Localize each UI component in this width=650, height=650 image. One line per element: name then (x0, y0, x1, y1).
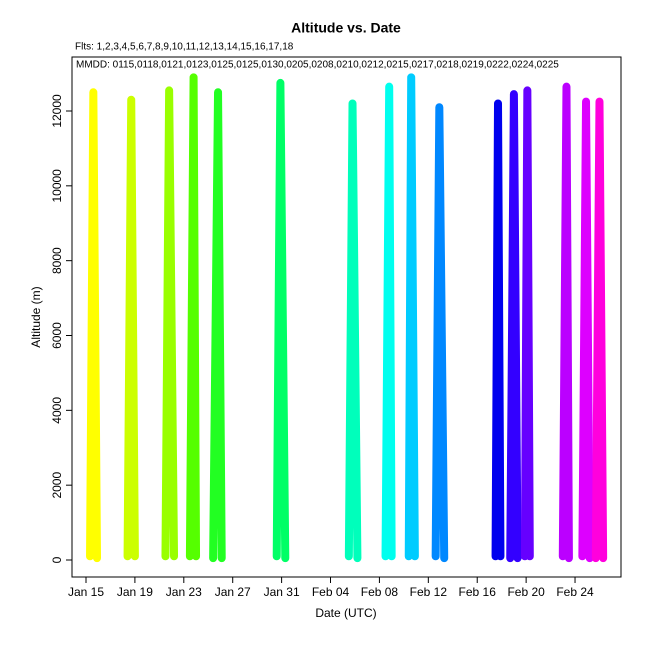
x-axis-label: Date (UTC) (315, 606, 376, 620)
x-tick-label: Feb 24 (556, 585, 594, 599)
x-tick-label: Jan 15 (68, 585, 104, 599)
flight-track (491, 99, 505, 561)
y-tick-label: 8000 (50, 247, 64, 274)
x-tick-label: Jan 23 (166, 585, 202, 599)
x-tick-label: Jan 27 (215, 585, 251, 599)
x-tick-label: Feb 12 (410, 585, 448, 599)
flights-text: Flts: 1,2,3,4,5,6,7,8,9,10,11,12,13,14,1… (75, 42, 294, 53)
flight-track (185, 73, 201, 561)
flight-track (209, 88, 226, 563)
flight-track (431, 103, 449, 563)
flight-track (558, 82, 573, 563)
x-tick-label: Feb 16 (459, 585, 497, 599)
mmdd-text: MMDD: 0115,0118,0121,0123,0125,0125,0130… (76, 60, 559, 71)
flight-track (578, 97, 594, 563)
flight-track (86, 88, 102, 563)
flight-track (161, 86, 179, 561)
flight-track (404, 73, 419, 561)
flight-track (381, 82, 396, 561)
chart-title: Altitude vs. Date (291, 20, 401, 36)
y-axis-label: Altitude (m) (29, 286, 43, 347)
flight-track (272, 78, 290, 563)
y-tick-label: 4000 (50, 397, 64, 424)
y-tick-label: 6000 (50, 322, 64, 349)
flight-track (591, 97, 608, 563)
flight-track (520, 86, 534, 561)
flight-track (123, 95, 139, 561)
x-tick-label: Feb 08 (361, 585, 399, 599)
y-tick-label: 12000 (50, 94, 64, 128)
x-tick-label: Jan 31 (264, 585, 300, 599)
x-tick-label: Jan 19 (117, 585, 153, 599)
flight-track (506, 90, 522, 563)
x-tick-label: Feb 20 (507, 585, 545, 599)
y-tick-label: 0 (50, 556, 64, 563)
x-tick-label: Feb 04 (312, 585, 350, 599)
flight-track (344, 99, 362, 563)
y-tick-label: 2000 (50, 472, 64, 499)
y-tick-label: 10000 (50, 169, 64, 203)
